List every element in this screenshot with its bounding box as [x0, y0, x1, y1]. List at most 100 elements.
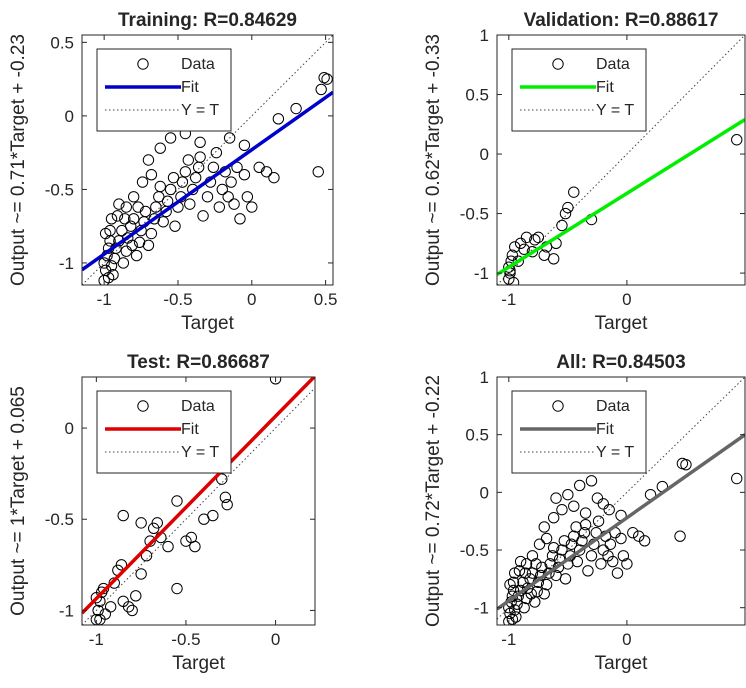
- data-point: [130, 249, 143, 262]
- data-point: [132, 201, 144, 213]
- data-point: [731, 134, 743, 146]
- data-point: [525, 588, 537, 600]
- y-tick-label: 0.5: [465, 86, 489, 105]
- data-point: [157, 216, 169, 228]
- legend-entry-label: Y = T: [596, 102, 634, 119]
- fit-line: [82, 377, 315, 615]
- fit-line: [82, 90, 333, 272]
- data-point: [194, 151, 206, 163]
- data-point: [627, 527, 639, 539]
- data-point: [519, 567, 532, 579]
- data-point: [125, 220, 137, 232]
- chart-panel-3: -1 -0.5 0 -1 -0.5 0 Test: R=0.86687 Target Outpu…: [8, 352, 316, 674]
- plot-content: [497, 35, 745, 285]
- data-point: [595, 558, 607, 570]
- data-point: [633, 530, 645, 542]
- legend-entry-label: Data: [181, 56, 215, 73]
- data-point: [184, 198, 196, 210]
- data-point: [201, 191, 214, 203]
- plot-content: [82, 377, 315, 625]
- data-point: [531, 585, 543, 598]
- data-point: [532, 231, 545, 244]
- data-point: [520, 231, 533, 244]
- identity-line: [497, 35, 745, 285]
- legend-entry-label: Y = T: [181, 444, 219, 461]
- data-point: [543, 567, 555, 579]
- chart-panel-2: -1 0 -1 -0.5 0 0.5 1 Validation: R=0.88617 Targe…: [423, 10, 746, 334]
- data-point: [506, 249, 519, 261]
- data-point: [147, 522, 160, 535]
- data-point: [530, 558, 542, 570]
- data-point: [290, 102, 302, 115]
- legend-data-marker: [137, 58, 149, 70]
- data-point: [538, 521, 550, 533]
- data-point: [272, 113, 285, 125]
- data-point: [603, 503, 615, 516]
- legend: Data Fit Y = T: [96, 48, 232, 132]
- data-point: [611, 567, 624, 579]
- y-tick-label: -1: [59, 254, 74, 273]
- data-point: [126, 604, 138, 617]
- data-point: [504, 578, 516, 591]
- data-point: [512, 255, 524, 267]
- chart-panel-1: -1 -0.5 0 0.5 -1 -0.5 0 0.5 Training: R=0.84629 T…: [8, 10, 337, 334]
- axes-box: [81, 34, 334, 286]
- data-point: [122, 601, 135, 613]
- data-point: [556, 544, 568, 556]
- y-axis-label: Output ~= 0.71*Target + -0.23: [8, 34, 29, 286]
- data-point: [216, 183, 228, 196]
- chart-title: Training: R=0.84629: [118, 10, 297, 31]
- data-point: [145, 169, 158, 181]
- data-point: [573, 479, 586, 492]
- axes-box: [81, 376, 316, 626]
- x-tick-label: -1: [89, 630, 104, 649]
- data-point: [238, 169, 251, 181]
- y-tick-label: -1: [474, 264, 489, 283]
- data-point: [674, 530, 686, 542]
- data-point: [171, 495, 183, 507]
- data-point: [529, 234, 541, 246]
- data-point: [189, 540, 201, 553]
- data-point: [216, 473, 228, 485]
- data-point: [182, 154, 195, 166]
- data-point: [597, 498, 609, 510]
- data-point: [533, 538, 546, 550]
- data-point: [119, 213, 131, 225]
- legend-entry-label: Data: [596, 56, 630, 73]
- data-point: [568, 186, 580, 198]
- x-tick-label: -0.5: [163, 290, 192, 309]
- data-point: [638, 535, 651, 547]
- data-point: [558, 535, 571, 547]
- data-point: [510, 611, 522, 623]
- data-point: [154, 180, 166, 193]
- data-point: [238, 139, 251, 151]
- data-point: [197, 210, 209, 222]
- data-point: [518, 601, 530, 614]
- data-point: [547, 542, 560, 554]
- x-tick-label: 0: [271, 630, 280, 649]
- identity-line: [82, 387, 315, 625]
- x-tick-label: 0.5: [314, 290, 338, 309]
- data-point: [514, 237, 527, 250]
- data-point: [536, 561, 548, 574]
- data-point: [547, 253, 560, 265]
- data-point: [526, 245, 539, 258]
- data-point: [120, 245, 132, 257]
- data-point: [312, 166, 324, 178]
- y-tick-label: 0: [65, 107, 74, 126]
- x-tick-label: -0.5: [171, 630, 200, 649]
- data-point: [102, 271, 115, 284]
- data-point: [189, 171, 202, 184]
- data-point: [127, 191, 140, 203]
- y-axis-label: Output ~= 0.62*Target + -0.33: [423, 34, 444, 286]
- data-point: [234, 213, 246, 225]
- data-point: [150, 201, 162, 213]
- data-point: [571, 555, 584, 568]
- data-point: [579, 518, 592, 531]
- data-point: [562, 201, 574, 214]
- y-tick-label: -0.5: [45, 510, 74, 529]
- data-point: [592, 515, 605, 527]
- data-point: [680, 458, 692, 471]
- data-point: [171, 582, 183, 595]
- legend-box: [511, 48, 647, 132]
